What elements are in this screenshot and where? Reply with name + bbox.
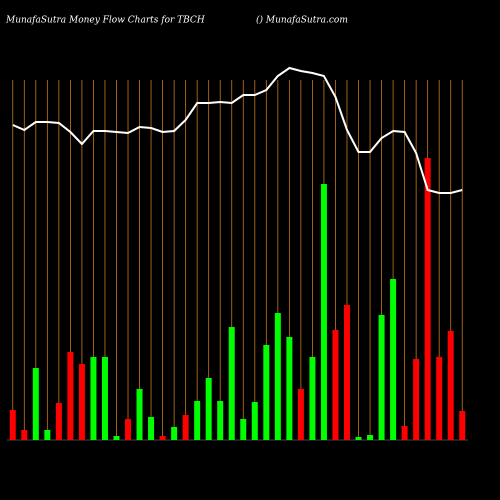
bar — [286, 337, 293, 440]
bar — [21, 430, 28, 440]
bar — [297, 389, 304, 440]
bar — [44, 430, 51, 440]
bar — [251, 402, 258, 440]
flow-line — [12, 66, 463, 194]
bar — [332, 330, 339, 440]
bar — [217, 401, 224, 440]
bar — [182, 415, 189, 440]
bar — [355, 437, 362, 440]
bar — [263, 345, 270, 440]
bar — [459, 411, 466, 440]
bar — [274, 313, 281, 440]
bar — [32, 368, 39, 440]
bar — [136, 389, 143, 440]
bar — [228, 327, 235, 440]
chart-title: MunafaSutra Money Flow Charts for TBCH — [5, 16, 205, 26]
bar — [309, 357, 316, 440]
bar — [436, 357, 443, 440]
bar — [401, 426, 408, 440]
bar — [159, 436, 166, 440]
bar — [447, 331, 454, 440]
bar — [148, 417, 155, 440]
bar — [55, 403, 62, 440]
bar — [194, 401, 201, 440]
bar — [67, 352, 74, 440]
bar — [101, 357, 108, 440]
bar — [9, 410, 16, 440]
bar — [413, 359, 420, 440]
bar — [113, 436, 120, 440]
bar — [240, 419, 247, 440]
chart-subtitle: () MunafaSutra.com — [256, 15, 348, 26]
bar — [390, 279, 397, 440]
bar — [378, 315, 385, 440]
bar — [367, 435, 374, 440]
bar — [424, 158, 431, 440]
bar — [320, 184, 327, 440]
bar — [343, 305, 350, 440]
bar — [125, 419, 132, 440]
bar — [171, 427, 178, 440]
bar — [90, 357, 97, 440]
bar — [205, 378, 212, 440]
bar — [78, 364, 85, 440]
